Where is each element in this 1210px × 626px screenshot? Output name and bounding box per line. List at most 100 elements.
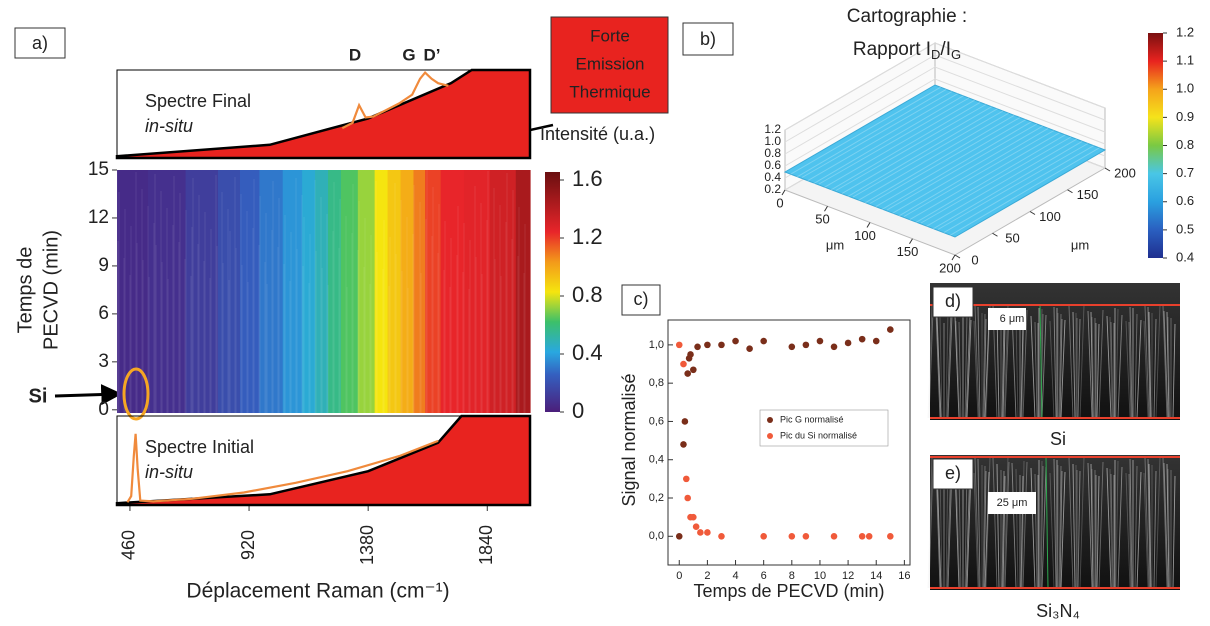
y-tick-label: 3	[98, 351, 109, 372]
grid-line	[784, 42, 1106, 131]
nanowire	[1011, 462, 1017, 589]
data-point	[830, 343, 838, 351]
surface-texture	[830, 101, 981, 191]
peak-label: D	[349, 45, 361, 64]
x-tick	[781, 189, 786, 196]
nanowire	[1155, 304, 1161, 419]
nanowire	[1110, 473, 1114, 589]
colorbar-tick-label: 0.4	[572, 340, 603, 365]
nanowire	[1166, 463, 1170, 589]
heatmap-strip	[148, 170, 187, 413]
x-tick-label: 150	[897, 244, 919, 259]
y-tick-label: 6	[98, 303, 109, 324]
nanowire	[1163, 310, 1169, 419]
data-point	[694, 343, 701, 351]
y-tick	[1029, 211, 1036, 215]
x-axis-label: Temps de PECVD (min)	[693, 581, 884, 601]
marker-line	[1039, 304, 1043, 419]
nanowire	[946, 309, 952, 419]
nanowire	[1106, 315, 1112, 419]
surface-texture	[869, 117, 1021, 204]
surface-texture	[898, 127, 1049, 217]
y-tick-label: 12	[88, 207, 109, 228]
spectrum-subtitle: in-situ	[145, 462, 193, 482]
colorbar-tick-label: 0	[572, 398, 584, 423]
nanowire	[973, 472, 979, 589]
y-tick-label: 15	[88, 159, 109, 180]
heatmap-strip	[185, 170, 219, 413]
nanowire	[1096, 323, 1100, 419]
nanowire	[1040, 465, 1044, 589]
scale-label: 6 μm	[1000, 313, 1025, 325]
x-tick-label: 12	[842, 570, 854, 582]
nanowire	[955, 472, 961, 589]
colorbar-tick-label: 0.5	[1176, 221, 1194, 236]
nanowire	[966, 319, 972, 419]
nanowire	[1117, 314, 1123, 419]
nanowire	[1106, 467, 1112, 589]
x-tick-label: 2	[704, 570, 710, 582]
y-tick-label: 150	[1077, 187, 1099, 202]
data-point	[680, 441, 687, 448]
colorbar-tick-label: 0.7	[1176, 165, 1194, 180]
nanowire	[1022, 461, 1028, 589]
nanowire	[966, 471, 972, 589]
legend-box	[759, 409, 889, 447]
nanowire	[1077, 470, 1081, 589]
y-tick-label: 0,0	[649, 530, 664, 542]
nanowire	[984, 471, 990, 589]
nanowire	[965, 314, 971, 419]
nanowire	[964, 313, 968, 419]
legend-marker	[767, 417, 773, 423]
nanowire	[1125, 472, 1131, 589]
nanowire	[1059, 470, 1063, 589]
colorbar-tick-label: 0.4	[1176, 249, 1194, 264]
marker-line	[1045, 456, 1049, 589]
nanowire	[958, 321, 962, 419]
data-point	[692, 523, 700, 531]
subtitle-part: D	[931, 47, 940, 62]
nanowire	[1117, 466, 1123, 589]
nanowire	[1148, 311, 1152, 419]
surface-texture	[892, 125, 1043, 214]
data-point	[675, 532, 683, 540]
y-tick-label: 0,8	[649, 377, 664, 389]
nanowire	[1136, 319, 1142, 419]
y-tick-label: 0,4	[649, 454, 664, 466]
nanowire	[1068, 305, 1074, 419]
data-point	[760, 337, 767, 345]
nanowire	[1053, 458, 1057, 589]
legend-marker	[767, 433, 773, 439]
data-point	[830, 532, 838, 540]
colorbar	[545, 172, 560, 412]
data-point	[865, 532, 873, 540]
surface-texture	[841, 106, 992, 195]
nanowire	[984, 319, 990, 419]
heatmap-strip	[374, 170, 389, 413]
si-label: Si	[29, 385, 48, 407]
spectrum-line	[341, 70, 449, 130]
colorbar-tick-label: 1.0	[1176, 81, 1194, 96]
nanowire	[1090, 463, 1094, 589]
heatmap-strip	[239, 170, 261, 413]
z-tick-label: 0.6	[764, 158, 781, 172]
nanowire	[1128, 473, 1132, 589]
nanowire	[1041, 466, 1047, 589]
data-point	[682, 475, 690, 483]
nanowire	[974, 305, 980, 419]
nanowire	[1167, 316, 1171, 419]
data-point	[887, 326, 894, 333]
panel-label: d)	[945, 291, 961, 311]
data-point	[802, 532, 810, 540]
nanowire	[1162, 305, 1168, 419]
nanowire	[1072, 463, 1076, 589]
y-tick-label: 0,2	[649, 492, 664, 504]
surface-texture	[920, 136, 1072, 224]
nanowire	[1167, 468, 1171, 589]
data-point	[684, 494, 691, 502]
x-tick-label: 50	[815, 212, 829, 227]
data-point	[675, 341, 683, 349]
data-point	[788, 343, 796, 351]
heatmap-strip	[340, 170, 359, 413]
nanowire	[1129, 306, 1133, 419]
